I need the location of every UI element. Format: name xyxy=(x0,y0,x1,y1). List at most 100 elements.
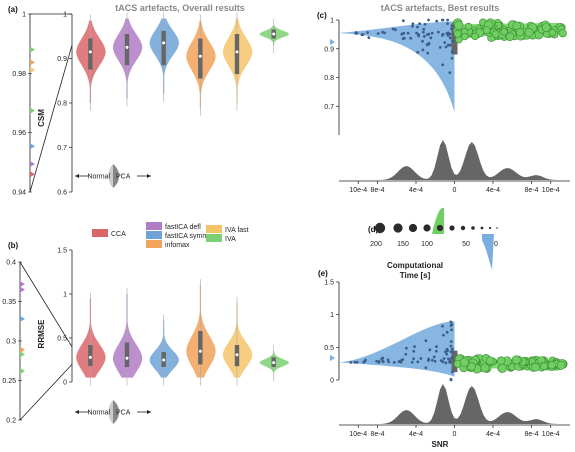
arrow-right-head xyxy=(147,410,151,414)
green-point xyxy=(505,32,515,41)
median-dot xyxy=(125,356,129,360)
edge-marker xyxy=(330,39,335,45)
scatter-point xyxy=(430,31,434,35)
scatter-point xyxy=(419,357,423,360)
y-tick-label: 1 xyxy=(63,12,67,19)
size-legend-circle xyxy=(471,226,475,230)
arrow-left-head xyxy=(75,410,79,414)
center-box xyxy=(451,22,458,55)
arrow-left-head xyxy=(75,174,79,178)
zoom-marker xyxy=(20,346,25,353)
x-tick-label: 10e-4 xyxy=(542,187,560,194)
panel-label-a: (a) xyxy=(8,5,18,14)
scatter-point xyxy=(450,24,454,28)
green-point xyxy=(482,26,491,35)
scatter-point xyxy=(448,36,452,40)
shift-legend-pca-label: PCA xyxy=(116,410,131,417)
x-tick-label: 0 xyxy=(453,187,457,194)
scatter-point xyxy=(416,25,419,29)
zoom-tick-label: 0.94 xyxy=(12,190,26,197)
y-tick-label: 0.9 xyxy=(57,56,67,63)
scatter-point xyxy=(430,358,434,362)
size-legend-title-line1: Computational xyxy=(387,261,443,270)
size-legend-circle xyxy=(423,224,431,232)
scatter-point xyxy=(391,27,395,31)
median-dot xyxy=(125,45,129,49)
violin-fastica-symm xyxy=(149,320,179,378)
legend-label: infomax xyxy=(165,242,190,249)
panel-label-c: (c) xyxy=(317,11,327,20)
size-legend-circle xyxy=(460,225,466,231)
x-tick-label: 8e-4 xyxy=(370,187,384,194)
legend-swatch xyxy=(146,222,162,230)
scatter-point xyxy=(397,360,401,364)
iqr-box xyxy=(124,342,130,368)
scatter-point xyxy=(386,358,390,362)
y-tick-label: 0.5 xyxy=(324,345,334,352)
scatter-point xyxy=(444,45,448,49)
iqr-box xyxy=(234,34,240,75)
zoom-connector-top xyxy=(19,261,73,348)
shift-legend-pca-label: PCA xyxy=(116,174,131,181)
scatter-point xyxy=(381,360,385,364)
legend-swatch xyxy=(146,231,162,239)
scatter-point xyxy=(451,39,454,43)
scatter-point xyxy=(442,357,446,360)
negative-density-fan xyxy=(339,321,455,377)
scatter-point xyxy=(376,32,380,35)
zoom-connector-bottom xyxy=(29,45,73,193)
size-legend-circle xyxy=(374,222,386,234)
violin-fastica-defl xyxy=(112,294,143,378)
scatter-point xyxy=(361,33,365,36)
scatter-point xyxy=(449,320,453,324)
scatter-point xyxy=(422,35,426,38)
x-tick-label: 4e-4 xyxy=(486,187,500,194)
scatter-point xyxy=(417,33,421,36)
title-a: tACS artefacts, Overall results xyxy=(115,3,245,13)
green-point xyxy=(454,20,464,30)
green-point xyxy=(480,363,490,373)
scatter-point xyxy=(448,71,452,75)
median-dot xyxy=(88,355,92,359)
scatter-point xyxy=(424,339,428,343)
x-tick-label: 10e-4 xyxy=(349,431,367,438)
scatter-point xyxy=(449,340,453,344)
scatter-point xyxy=(444,350,447,354)
scatter-point xyxy=(406,31,410,35)
method-legend: CCA fastICA defl fastICA symm infomax IVA fa… xyxy=(92,222,249,249)
x-tick-label: 10e-4 xyxy=(349,187,367,194)
size-legend-tick: 200 xyxy=(370,241,382,248)
scatter-point xyxy=(425,33,429,37)
legend-swatch xyxy=(206,225,222,233)
size-legend-tick: 100 xyxy=(421,241,433,248)
legend-label: fastICA symm xyxy=(165,233,208,240)
scatter-point xyxy=(450,356,454,359)
scatter-point xyxy=(375,359,379,363)
xlabel-e: SNR xyxy=(432,440,449,449)
scatter-point xyxy=(401,19,405,23)
green-point xyxy=(548,28,557,37)
size-legend-circle xyxy=(436,224,444,232)
green-point xyxy=(459,357,470,367)
y-tick-label: 0 xyxy=(63,380,67,387)
scatter-point xyxy=(367,36,371,40)
scatter-point xyxy=(441,63,445,67)
y-tick-label: 0.5 xyxy=(57,336,67,343)
zoom-tick-label: 0.96 xyxy=(12,130,26,137)
scatter-point xyxy=(426,51,430,55)
green-point xyxy=(453,29,462,38)
zoom-marker xyxy=(20,351,25,358)
scatter-point xyxy=(377,360,381,363)
scatter-point xyxy=(451,350,454,354)
iqr-box xyxy=(124,34,130,66)
scatter-point xyxy=(364,358,367,362)
scatter-point xyxy=(380,357,384,361)
scatter-point xyxy=(443,41,447,44)
shift-legend-left-half xyxy=(108,400,113,424)
zoom-tick-label: 0.35 xyxy=(2,299,16,306)
size-legend-tick: 0 xyxy=(494,241,498,248)
scatter-point xyxy=(448,360,451,364)
scatter-point xyxy=(410,360,414,364)
scatter-point xyxy=(411,22,415,26)
scatter-point xyxy=(440,33,444,37)
